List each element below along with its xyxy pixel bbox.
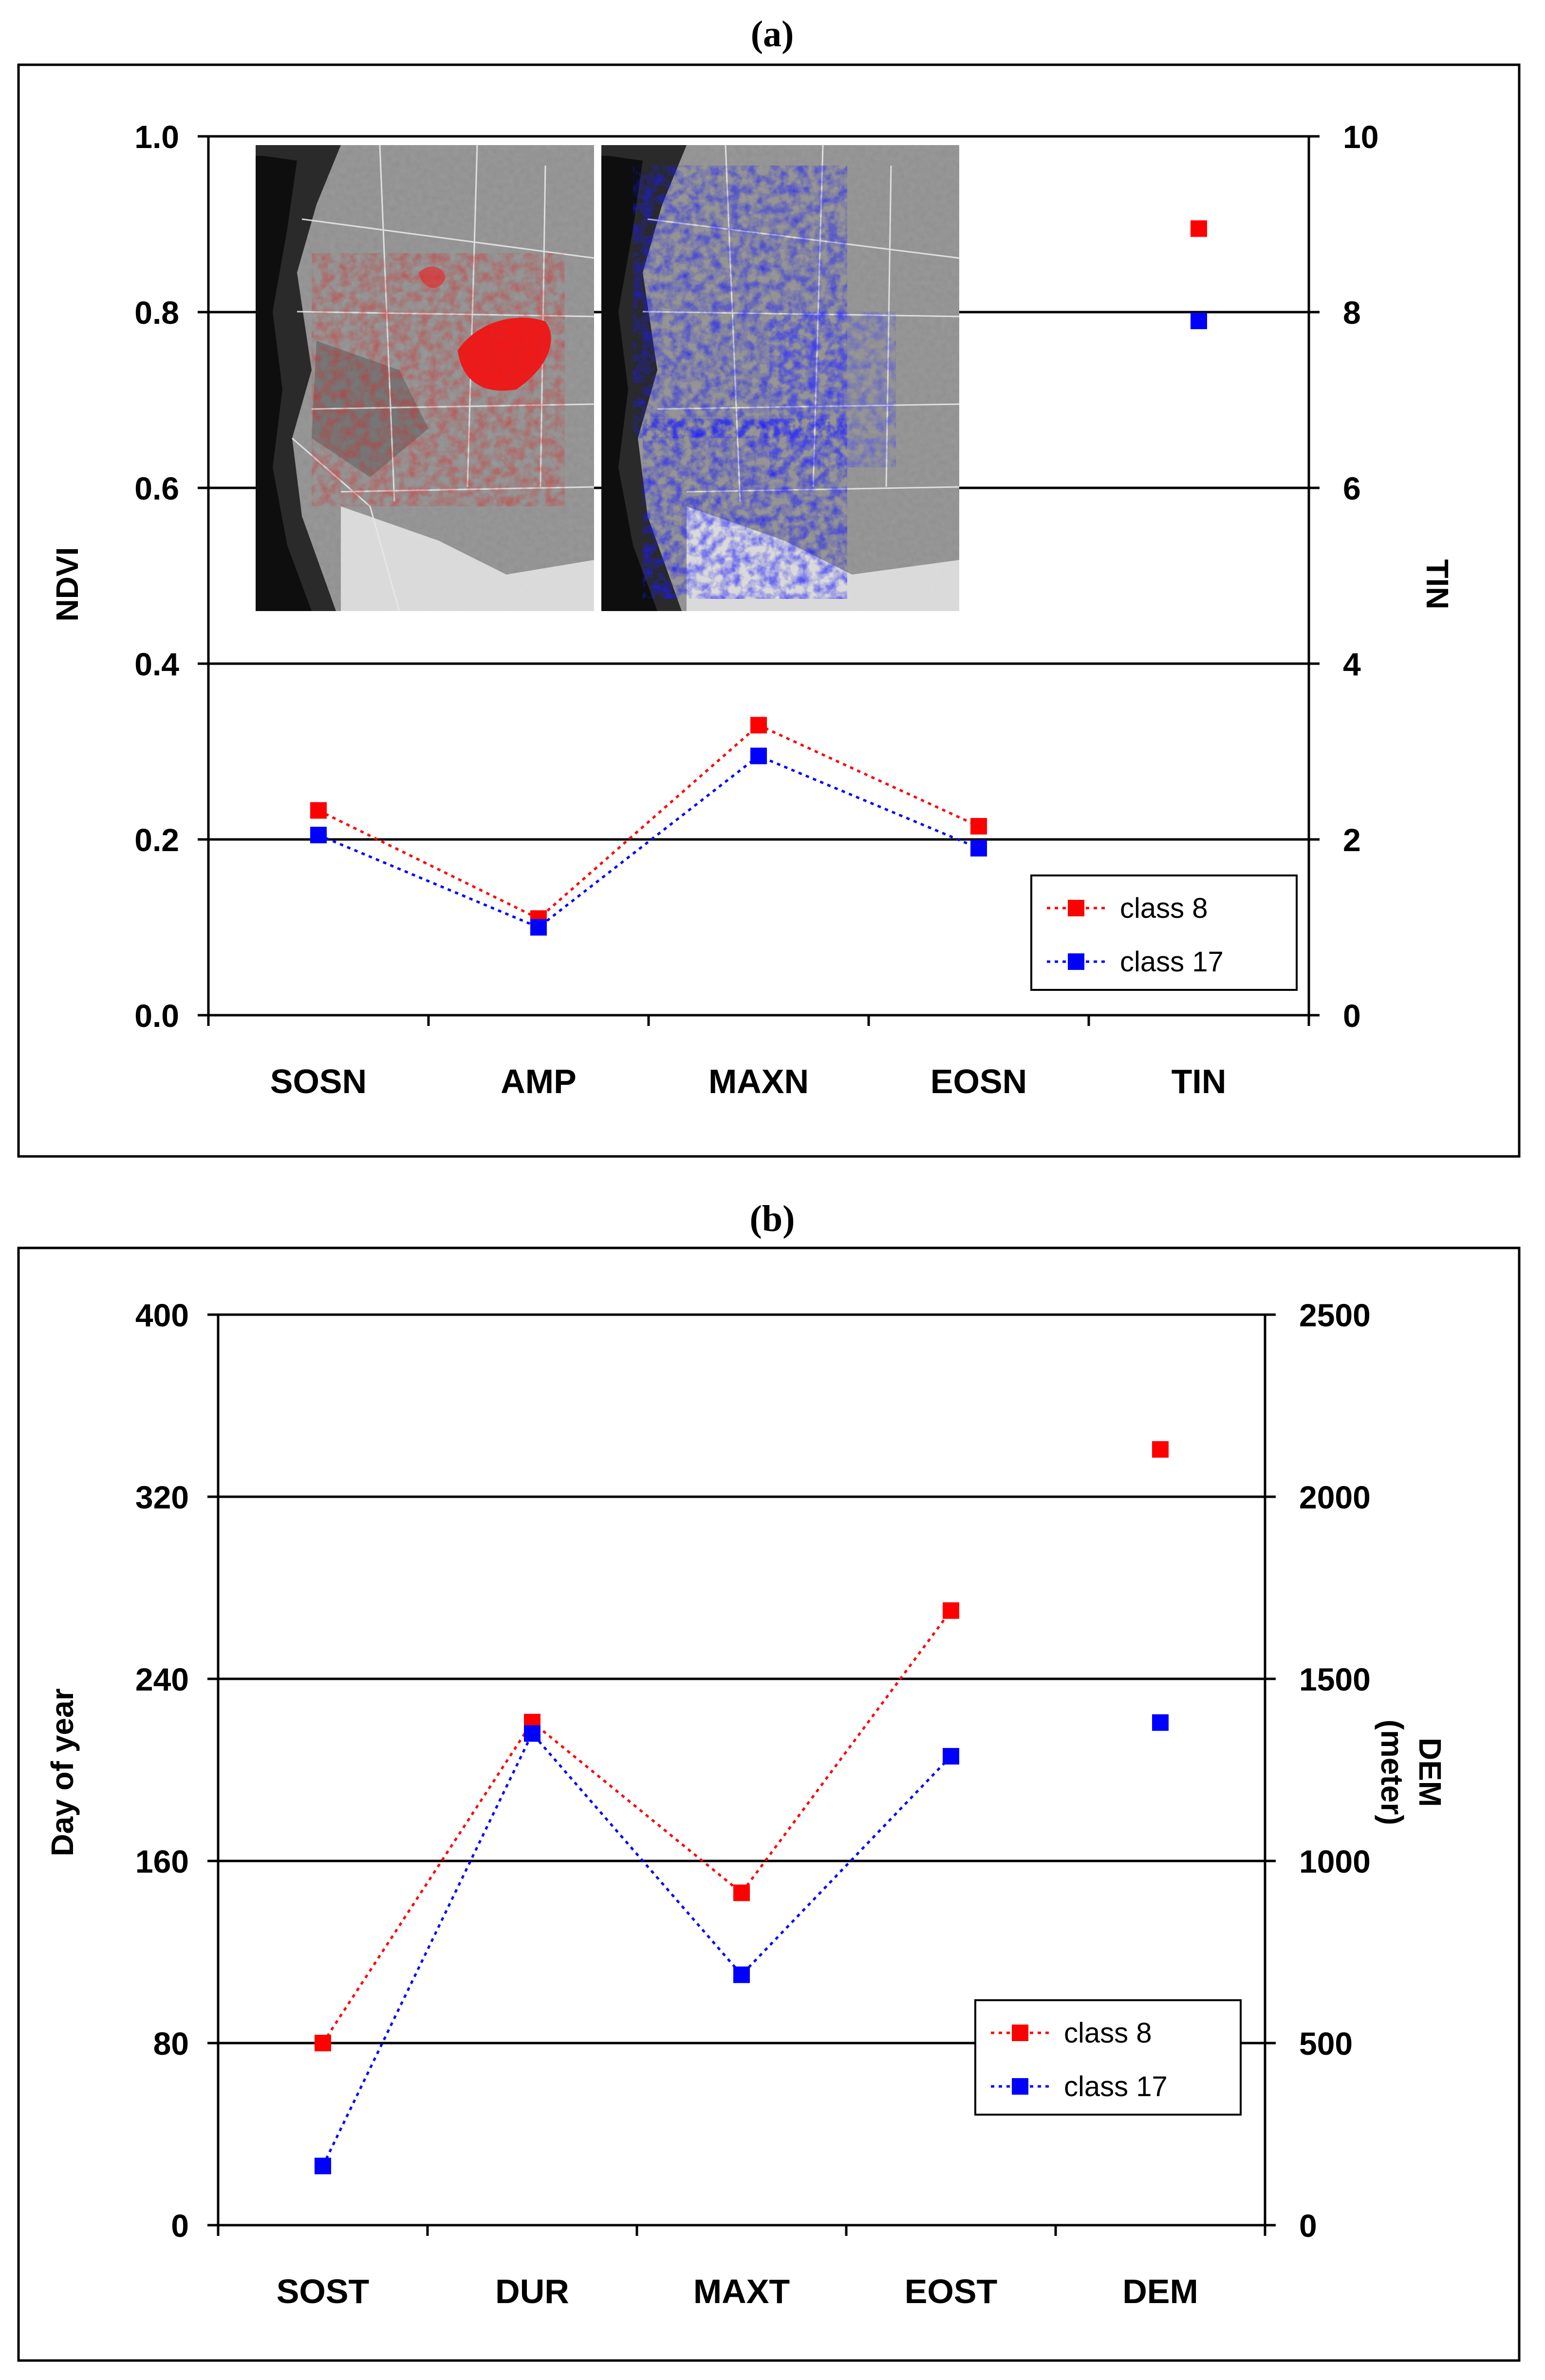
- series-line: [318, 754, 979, 929]
- legend-label: class 17: [1120, 946, 1224, 978]
- y2-tick-label: 8: [1343, 295, 1361, 331]
- y2-tick-label: 2500: [1299, 1297, 1371, 1333]
- series-line: [321, 1731, 952, 2167]
- panel-b: (b) 0 0 80 500 160 1000 240 1500 320 2000 400 2500 S…: [17, 1198, 1521, 2362]
- legend-swatch-marker: [1068, 900, 1084, 916]
- data-point: [524, 1725, 540, 1742]
- data-point: [310, 802, 327, 819]
- y-tick-label: 400: [135, 1297, 189, 1333]
- data-point: [310, 826, 327, 843]
- y-axis-label-a: NDVI: [50, 547, 85, 622]
- series-b: [315, 1441, 1169, 2175]
- y-tick-label: 320: [135, 1479, 189, 1515]
- data-point: [750, 747, 767, 764]
- x-tick-label: TIN: [1172, 1062, 1227, 1100]
- y2-axis-label-b: DEM(meter): [1375, 1720, 1448, 1825]
- x-tick-label: SOST: [277, 2272, 370, 2310]
- data-point: [970, 818, 987, 835]
- data-point: [943, 1602, 959, 1619]
- panel-label-a: (a): [751, 14, 794, 55]
- panel-b-frame: [17, 1246, 1521, 2362]
- x-tick-label: SOSN: [270, 1062, 367, 1100]
- y-tick-label: 0.4: [134, 646, 179, 682]
- panel-label-b: (b): [750, 1198, 795, 1239]
- data-point: [1191, 220, 1207, 237]
- legend-a: class 8 class 17: [1030, 874, 1298, 991]
- y2-tick-label: 0: [1343, 998, 1361, 1034]
- data-point: [1191, 313, 1207, 330]
- y-tick-label: 0.6: [134, 470, 179, 506]
- y-tick-label: 0.8: [134, 295, 179, 331]
- data-point: [315, 2157, 331, 2175]
- legend-label: class 8: [1064, 2017, 1152, 2049]
- y-tick-label: 160: [135, 1843, 189, 1879]
- series-a: [310, 220, 1207, 936]
- legend-swatch-marker: [1068, 953, 1084, 970]
- legend-swatch-marker: [1012, 2025, 1028, 2041]
- legend-label: class 17: [1064, 2071, 1168, 2102]
- tick-labels-b: 0 0 80 500 160 1000 240 1500 320 2000 400 2500 SOST D…: [135, 1297, 1371, 2310]
- data-point: [733, 1884, 750, 1901]
- y-tick-label: 0.2: [134, 822, 179, 858]
- legend-swatch-marker: [1012, 2078, 1028, 2095]
- inset-maps: [256, 145, 960, 612]
- axes-a: [198, 135, 1320, 1026]
- data-point: [1152, 1441, 1169, 1458]
- y2-tick-label: 2: [1343, 822, 1361, 858]
- y2-axis-label-line: DEM: [1413, 1738, 1448, 1807]
- data-point: [733, 1966, 750, 1983]
- axes-b: [207, 1313, 1276, 2236]
- y2-tick-label: 0: [1299, 2208, 1317, 2244]
- series-line: [321, 1610, 952, 2044]
- data-point: [1152, 1714, 1169, 1731]
- y-tick-label: 240: [135, 1661, 189, 1697]
- data-point: [943, 1748, 959, 1765]
- x-tick-label: DUR: [495, 2272, 569, 2310]
- x-tick-label: AMP: [501, 1062, 577, 1100]
- y2-tick-label: 2000: [1299, 1479, 1371, 1515]
- y2-tick-label: 6: [1343, 470, 1361, 506]
- series-line: [317, 724, 980, 920]
- y2-axis-label-line: (meter): [1375, 1720, 1410, 1825]
- y-tick-label: 0: [171, 2208, 189, 2244]
- y2-tick-label: 1500: [1299, 1661, 1371, 1697]
- y2-tick-label: 500: [1299, 2026, 1353, 2062]
- x-tick-label: EOST: [905, 2272, 998, 2310]
- x-tick-label: DEM: [1122, 2272, 1198, 2310]
- map-class-17: [601, 145, 960, 611]
- y-axis-label-b: Day of year: [45, 1688, 80, 1856]
- x-tick-label: EOSN: [931, 1062, 1027, 1100]
- data-point: [970, 840, 987, 857]
- y2-tick-label: 4: [1343, 646, 1361, 682]
- y2-tick-label: 10: [1343, 119, 1378, 155]
- y-tick-label: 0.0: [134, 998, 179, 1034]
- y2-axis-label-a: TIN: [1420, 559, 1455, 609]
- legend-label: class 8: [1120, 892, 1208, 924]
- panel-a: (a): [17, 14, 1521, 1158]
- legend-b: class 8 class 17: [974, 1999, 1242, 2116]
- y-tick-label: 1.0: [134, 119, 179, 155]
- map-class-8: [256, 145, 595, 612]
- x-tick-label: MAXT: [693, 2272, 790, 2310]
- tick-labels-a: 0.0 0 0.2 2 0.4 4 0.6 6 0.8 8 1.0 10 SOSN AMP MAXN EOSN…: [134, 119, 1378, 1100]
- x-tick-label: MAXN: [708, 1062, 809, 1100]
- y2-tick-label: 1000: [1299, 1843, 1371, 1879]
- data-point: [530, 919, 547, 936]
- data-point: [315, 2035, 331, 2051]
- data-point: [750, 717, 767, 734]
- y-tick-label: 80: [153, 2026, 189, 2062]
